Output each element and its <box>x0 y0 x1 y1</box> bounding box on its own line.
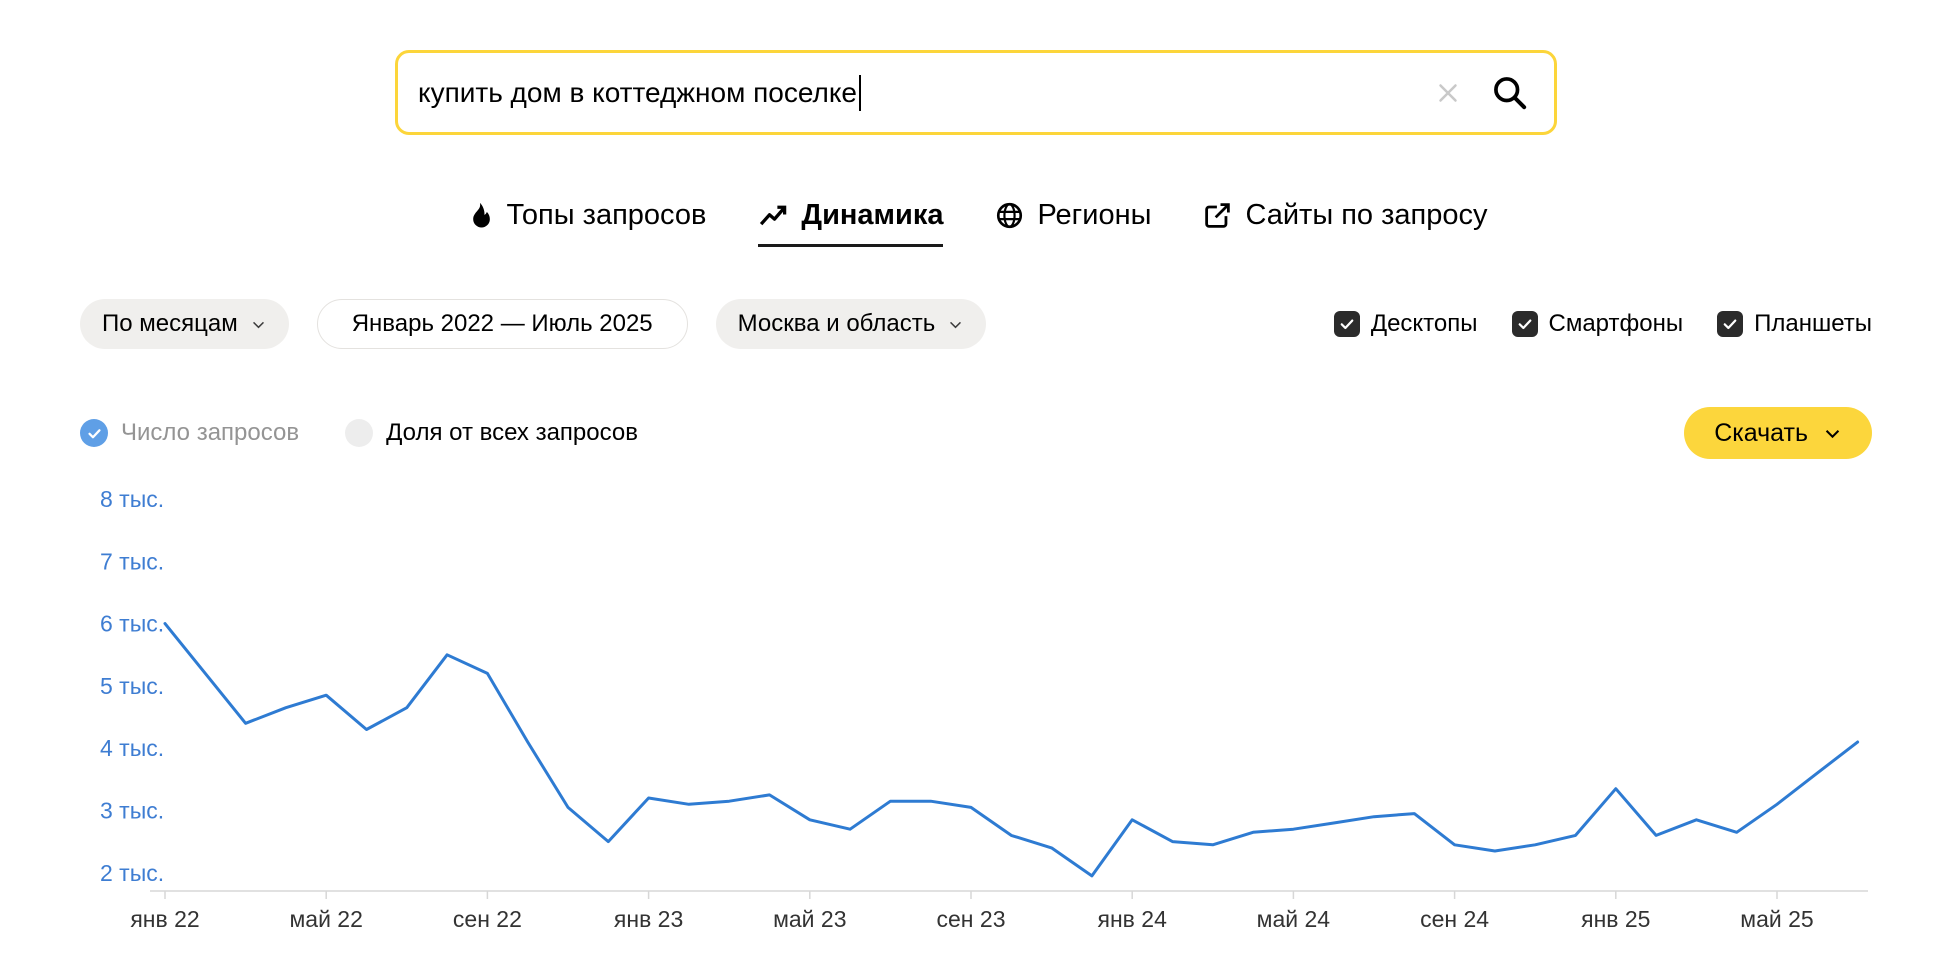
external-link-icon <box>1205 203 1231 228</box>
trending-up-icon <box>760 205 787 225</box>
x-axis-tick-label: янв 25 <box>1581 906 1650 932</box>
metric-row: Число запросов Доля от всех запросов Ска… <box>0 407 1952 459</box>
tab-tops[interactable]: Топы запросов <box>464 199 706 247</box>
y-axis-tick-label: 2 тыс. <box>100 860 164 886</box>
x-icon <box>1439 83 1457 102</box>
search-row: купить дом в коттеджном поселке <box>0 0 1952 135</box>
device-checkbox-smartphones[interactable]: Смартфоны <box>1511 310 1684 338</box>
x-axis-tick-label: май 23 <box>773 906 846 932</box>
y-axis-tick-label: 5 тыс. <box>100 673 164 699</box>
device-label: Планшеты <box>1754 310 1872 337</box>
radio-checked-icon <box>80 419 108 447</box>
y-axis-tick-label: 7 тыс. <box>100 548 164 574</box>
y-axis-tick-label: 4 тыс. <box>100 735 164 761</box>
x-axis-tick-label: янв 23 <box>614 906 683 932</box>
search-input[interactable]: купить дом в коттеджном поселке <box>418 74 1433 111</box>
tab-sites[interactable]: Сайты по запросу <box>1203 199 1488 247</box>
flame-icon <box>473 202 491 228</box>
metric-option-query-count[interactable]: Число запросов <box>80 419 299 447</box>
tab-label: Сайты по запросу <box>1245 199 1488 231</box>
checkbox-checked-icon <box>1511 311 1538 337</box>
search-submit-button[interactable] <box>1491 74 1528 111</box>
metric-label: Число запросов <box>121 419 300 446</box>
device-checkbox-tablets[interactable]: Планшеты <box>1717 310 1872 338</box>
metric-option-share[interactable]: Доля от всех запросов <box>345 419 638 447</box>
search-query-text: купить дом в коттеджном поселке <box>418 76 857 108</box>
dynamics-line-chart: 8 тыс. 7 тыс. 6 тыс. 5 тыс. 4 тыс. 3 тыс. 2 ты… <box>100 486 1868 932</box>
x-axis-tick-label: янв 24 <box>1098 906 1168 932</box>
y-axis-tick-label: 8 тыс. <box>100 486 164 512</box>
query-count-line-series <box>163 622 1860 878</box>
x-axis-tick-label: сен 22 <box>453 906 522 932</box>
x-axis-tick-label: сен 24 <box>1420 906 1489 932</box>
y-axis-tick-label: 3 тыс. <box>100 798 164 824</box>
chevron-down-icon <box>950 321 962 328</box>
tabs-bar: Топы запросов Динамика Регионы Сайты по … <box>0 199 1952 247</box>
x-axis-tick-label: сен 23 <box>937 906 1006 932</box>
clear-search-button[interactable] <box>1433 78 1463 108</box>
chevron-down-icon <box>1825 429 1840 438</box>
x-axis-tick-label: янв 22 <box>130 906 199 932</box>
device-checkbox-desktops[interactable]: Десктопы <box>1333 310 1478 338</box>
tab-label: Динамика <box>801 199 944 231</box>
tab-label: Регионы <box>1037 199 1152 231</box>
x-axis-tick-label: май 24 <box>1257 906 1331 932</box>
checkbox-checked-icon <box>1717 311 1744 337</box>
filters-row: По месяцам Январь 2022 — Июль 2025 Москв… <box>0 299 1952 349</box>
tab-label: Топы запросов <box>506 199 707 231</box>
y-axis-tick-label: 6 тыс. <box>100 611 164 637</box>
tab-regions[interactable]: Регионы <box>995 199 1151 247</box>
metric-label: Доля от всех запросов <box>386 419 638 446</box>
tab-dynamics[interactable]: Динамика <box>758 199 944 247</box>
globe-icon <box>997 202 1023 229</box>
chart-area: 8 тыс. 7 тыс. 6 тыс. 5 тыс. 4 тыс. 3 тыс. 2 ты… <box>0 475 1952 954</box>
date-range-select[interactable]: Январь 2022 — Июль 2025 <box>316 299 688 349</box>
search-box: купить дом в коттеджном поселке <box>395 50 1557 135</box>
x-axis-tick-label: май 25 <box>1740 906 1813 932</box>
download-label: Скачать <box>1714 418 1808 447</box>
radio-unchecked-icon <box>345 419 374 447</box>
download-button[interactable]: Скачать <box>1684 407 1872 459</box>
magnifier-icon <box>1494 77 1527 110</box>
date-range-value: Январь 2022 — Июль 2025 <box>351 310 653 337</box>
grouping-value: По месяцам <box>102 310 238 337</box>
text-caret <box>858 74 861 111</box>
region-select[interactable]: Москва и область <box>715 299 987 349</box>
chevron-down-icon <box>252 321 264 328</box>
device-label: Десктопы <box>1370 310 1478 337</box>
device-filters: Десктопы Смартфоны Планшеты <box>1300 310 1872 338</box>
device-label: Смартфоны <box>1548 310 1684 337</box>
region-value: Москва и область <box>737 310 936 337</box>
grouping-select[interactable]: По месяцам <box>80 299 289 349</box>
x-axis-tick-label: май 22 <box>289 906 362 932</box>
checkbox-checked-icon <box>1333 311 1360 337</box>
